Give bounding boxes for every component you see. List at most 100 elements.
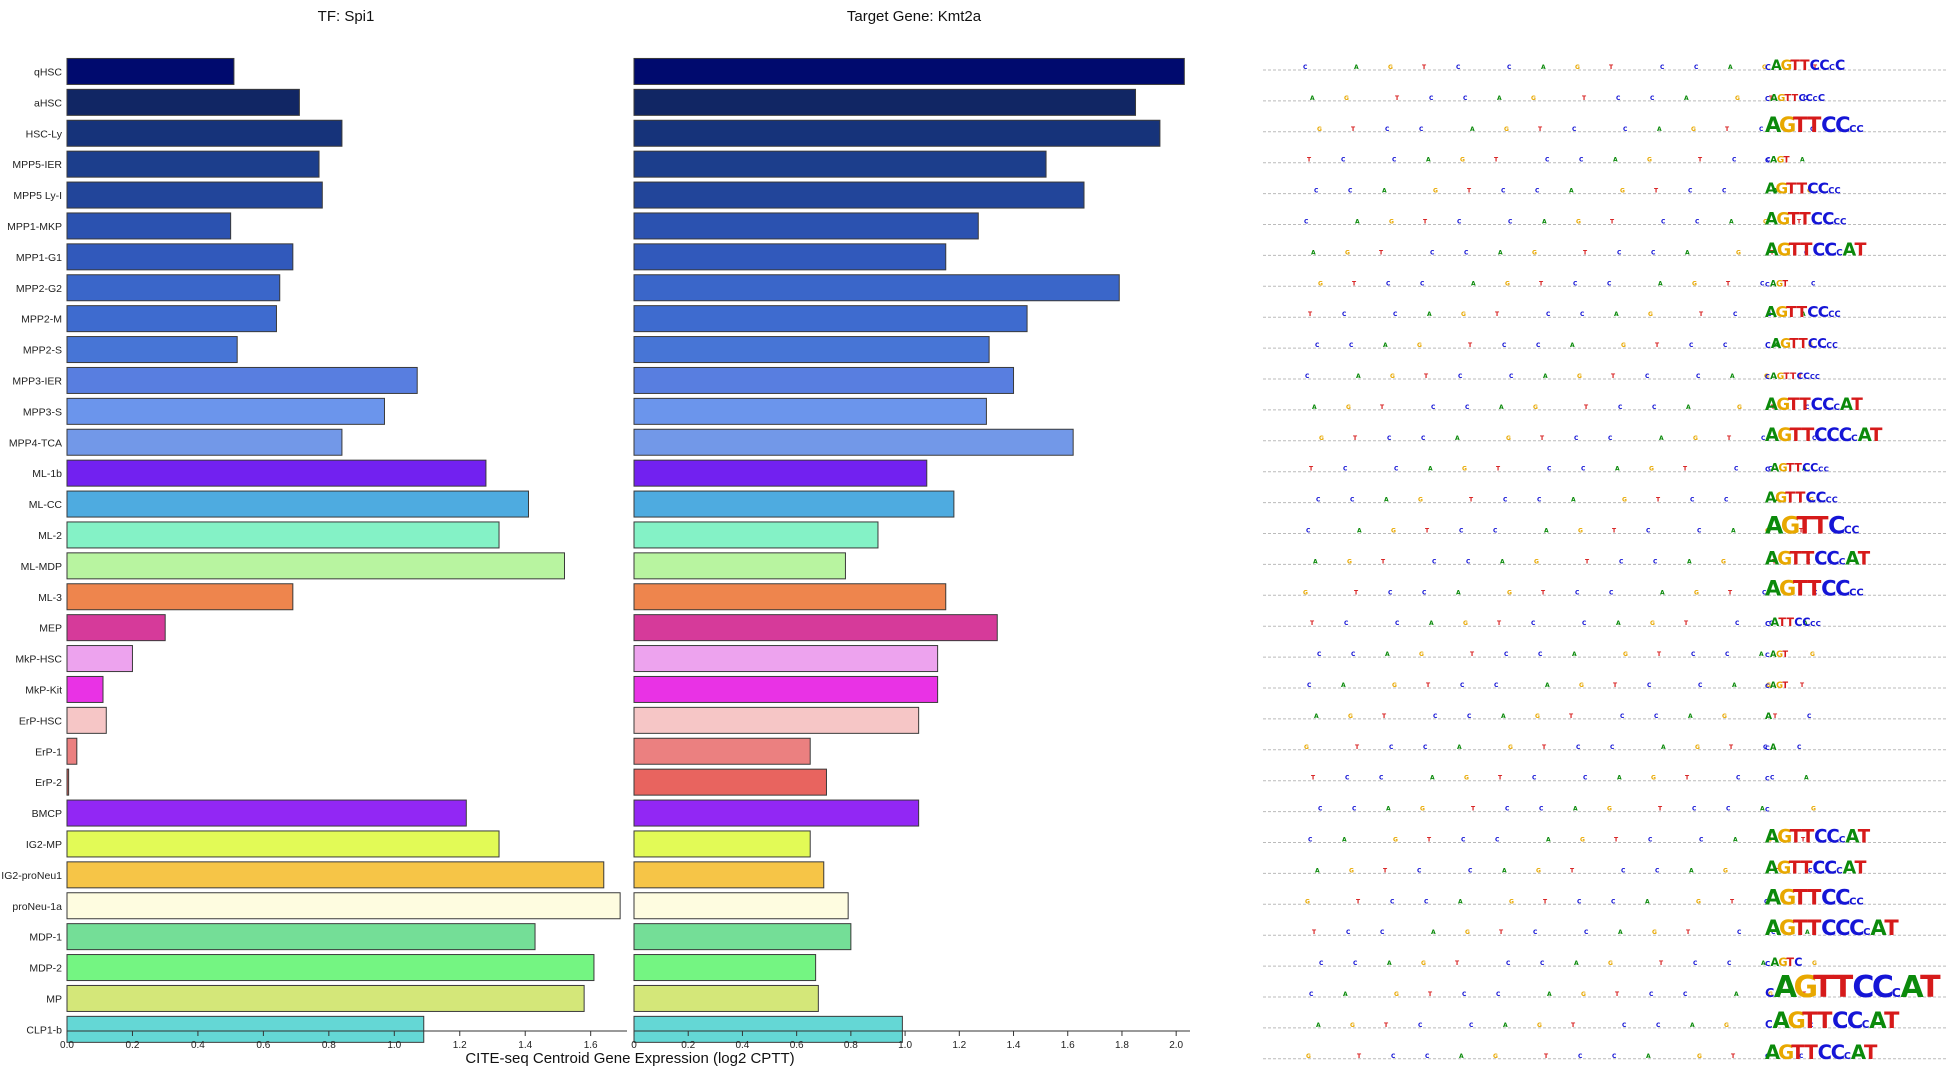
logo-letter: C [1815, 373, 1820, 381]
category-label: ErP-HSC [19, 715, 63, 727]
logo-letter: T [1801, 837, 1806, 844]
logo-letter: A [1773, 188, 1778, 195]
logo-letter: C [1810, 619, 1815, 628]
logo-letter: G [1462, 466, 1467, 473]
logo-letter: G [1460, 157, 1465, 164]
logo-letter: A [1761, 960, 1766, 967]
logo-letter: C [1612, 1053, 1617, 1060]
logo-letter: A [1426, 157, 1431, 164]
logo-letter: A [1772, 1008, 1790, 1034]
logo-letter: G [1507, 589, 1512, 596]
bar-mpp3-s [633, 397, 987, 425]
logo-letter: G [1777, 372, 1784, 382]
logo-letter: C [1432, 558, 1437, 565]
logo-letter: A [1503, 1022, 1508, 1029]
logo-letter: C [1417, 867, 1422, 874]
logo-letter: C [1308, 837, 1313, 844]
logo-letter: T [1494, 157, 1499, 164]
logo-letter: C [1580, 311, 1585, 318]
logo-letter: G [1461, 311, 1466, 318]
logo-letter: G [1812, 960, 1817, 967]
category-label: MPP2-S [23, 345, 62, 357]
logo-letter: C [1692, 806, 1697, 813]
logo-letter: C [1802, 462, 1810, 475]
logo-letter: G [1389, 219, 1394, 226]
logo-letter: T [1817, 1008, 1833, 1034]
logo-letter: C [1765, 986, 1774, 1001]
logo-letter: C [1814, 425, 1827, 446]
logo-letter: C [1824, 858, 1837, 878]
logo-letter: A [1431, 929, 1436, 936]
logo-letter: C [1352, 806, 1357, 813]
logo-letter: T [1469, 497, 1474, 504]
logo-letter: G [1419, 651, 1424, 658]
logo-letter: G [1736, 249, 1741, 256]
logo-letter: T [1731, 1053, 1736, 1060]
logo-letter: G [1779, 576, 1796, 600]
logo-letter: G [1390, 373, 1395, 380]
logo-letter: G [1420, 806, 1425, 813]
logo-letter: T [1858, 548, 1871, 569]
logo-letter: C [1619, 558, 1624, 565]
bar-mep [66, 614, 166, 642]
logo-letter: T [1425, 528, 1430, 535]
logo-letter: G [1647, 157, 1652, 164]
logo-letter: A [1614, 311, 1619, 318]
logo-letter: C [1765, 776, 1770, 783]
logo-letter: C [1688, 188, 1693, 195]
logo-letter: T [1793, 576, 1808, 600]
bar-mpp3-ier [633, 366, 1015, 394]
logo-letter: A [1471, 280, 1476, 287]
logo-letter: C [1814, 827, 1827, 848]
logo-letter: C [1303, 64, 1308, 71]
bar-qhsc [66, 57, 235, 85]
logo-letter: G [1691, 126, 1696, 133]
logo-letter: A [1765, 548, 1779, 569]
logo-letter: T [1468, 342, 1473, 349]
logo-letter: C [1761, 435, 1766, 442]
logo-letter: G [1737, 404, 1742, 411]
logo-letter: A [1429, 620, 1434, 627]
logo-letter: C [1811, 280, 1816, 287]
logo-letter: A [1386, 806, 1391, 813]
logo-letter: A [1355, 219, 1360, 226]
logo-letter: C [1765, 341, 1771, 350]
logo-letter: C [1892, 986, 1901, 1001]
logo-letter: C [1388, 589, 1393, 596]
logo-letter: C [1768, 466, 1773, 473]
logo-letter: G [1650, 620, 1655, 627]
logo-letter: A [1546, 837, 1551, 844]
logo-letter: C [1818, 93, 1825, 104]
logo-letter: C [1809, 1022, 1814, 1029]
logo-letter: C [1833, 403, 1839, 413]
logo-letter: A [1690, 1022, 1695, 1029]
logo-letter: G [1348, 713, 1353, 720]
tick-label: 2.0 [1169, 1040, 1183, 1051]
logo-letter: T [1381, 558, 1386, 565]
logo-letter: G [1532, 249, 1537, 256]
category-label: MPP3-IER [12, 375, 62, 387]
logo-letter: A [1800, 157, 1805, 164]
logo-letter: C [1835, 916, 1850, 940]
logo-letter: A [1500, 558, 1505, 565]
logo-letter: C [1390, 898, 1395, 905]
bar-ig2-mp [633, 830, 811, 858]
logo-letter: A [1498, 249, 1503, 256]
logo-letter: G [1535, 713, 1540, 720]
logo-letter: G [1777, 858, 1791, 878]
logo-letter: C [1851, 524, 1859, 537]
logo-letter: C [1466, 558, 1471, 565]
logo-letter: C [1424, 898, 1429, 905]
category-label: MDP-2 [29, 963, 62, 975]
logo-letter: A [1803, 620, 1808, 627]
category-label: HSC-Ly [26, 128, 63, 140]
bar-mpp2-g2 [633, 274, 1120, 302]
logo-letter: C [1839, 835, 1846, 846]
logo-letter: A [1685, 249, 1690, 256]
logo-letter: A [1313, 558, 1318, 565]
logo-letter: T [1789, 337, 1798, 352]
logo-letter: T [1786, 616, 1794, 629]
logo-letter: C [1349, 342, 1354, 349]
logo-letter: T [1769, 95, 1774, 102]
logo-letter: C [1423, 744, 1428, 751]
